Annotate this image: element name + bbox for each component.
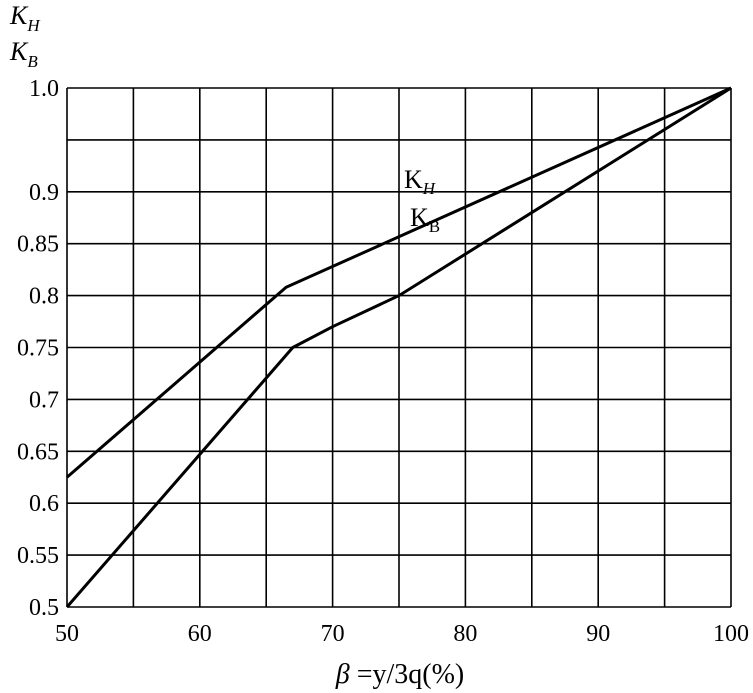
y-tick-label: 1.0 <box>29 76 59 102</box>
y-axis-label-kh: KH <box>9 1 41 35</box>
y-tick-labels: 0.5 0.55 0.6 0.65 0.7 0.75 0.8 0.85 0.9 1.0 <box>17 76 59 621</box>
y-tick-label: 0.75 <box>17 336 59 362</box>
series-label-kb: KB <box>410 203 440 236</box>
x-tick-label: 70 <box>321 621 345 647</box>
series-label-kh: KH <box>404 165 437 198</box>
y-tick-label: 0.65 <box>17 439 59 465</box>
x-tick-label: 90 <box>586 621 610 647</box>
x-axis-label: β =y/3q(%) <box>335 659 465 690</box>
x-tick-label: 100 <box>713 621 749 647</box>
series-line-kh <box>66 86 732 479</box>
grid <box>66 87 732 608</box>
x-tick-labels: 50 60 70 80 90 100 <box>55 621 749 647</box>
y-tick-label: 0.85 <box>17 232 59 258</box>
y-tick-label: 0.7 <box>29 387 59 413</box>
y-axis-label-kb: KB <box>9 37 38 71</box>
x-tick-label: 50 <box>55 621 79 647</box>
y-tick-label: 0.5 <box>29 595 59 621</box>
x-tick-label: 60 <box>188 621 212 647</box>
y-tick-label: 0.55 <box>17 543 59 569</box>
y-tick-label: 0.9 <box>29 180 59 206</box>
y-tick-label: 0.8 <box>29 284 59 310</box>
x-tick-label: 80 <box>453 621 477 647</box>
y-tick-label: 0.6 <box>29 491 59 517</box>
series-line-kb <box>65 86 732 608</box>
series-group <box>65 86 732 608</box>
